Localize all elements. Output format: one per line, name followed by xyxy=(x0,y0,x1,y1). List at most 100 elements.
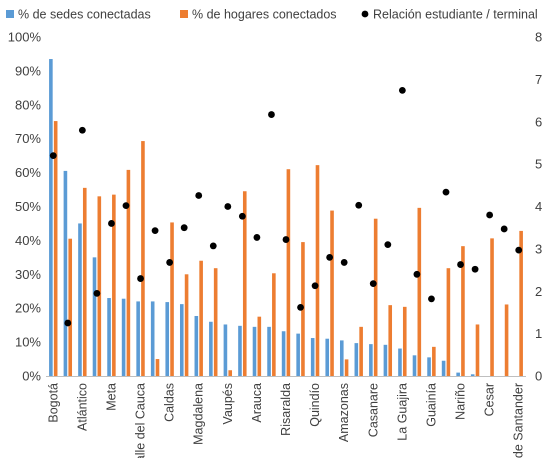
category-label: Cesar xyxy=(483,383,497,416)
ratio-point xyxy=(122,202,130,210)
ratio-point xyxy=(326,253,334,261)
hogares-bar xyxy=(97,196,102,376)
ratio-point xyxy=(384,241,392,249)
sedes-bar xyxy=(267,326,271,376)
sedes-bar xyxy=(136,301,140,376)
left-tick-label: 80% xyxy=(15,97,41,112)
ratio-point xyxy=(137,275,144,282)
sedes-bar xyxy=(107,298,111,376)
sedes-bar xyxy=(369,344,373,376)
ratio-point xyxy=(311,282,319,290)
hogares-bar xyxy=(82,187,87,376)
left-tick-label: 90% xyxy=(15,63,41,78)
hogares-bar xyxy=(490,238,494,376)
hogares-bar xyxy=(344,359,349,376)
left-tick-label: 50% xyxy=(15,199,41,214)
legend-swatch xyxy=(180,10,188,18)
ratio-point xyxy=(515,246,523,254)
legend-item: % de hogares conectados xyxy=(180,8,337,22)
left-tick-label: 100% xyxy=(8,30,42,45)
right-tick-label: 5 xyxy=(535,157,542,172)
hogares-bar xyxy=(112,194,116,376)
hogares-bar xyxy=(155,359,160,376)
ratio-point xyxy=(268,111,275,118)
ratio-point xyxy=(151,227,159,235)
hogares-bar xyxy=(242,191,247,376)
legend-item: % de sedes conectadas xyxy=(6,8,151,22)
sedes-bar xyxy=(209,321,213,376)
category-label: Quindío xyxy=(308,383,322,427)
right-axis: 0 1 2 3 4 5 6 7 8 xyxy=(535,30,542,384)
sedes-bar xyxy=(412,355,417,376)
right-tick-label: 2 xyxy=(535,284,542,299)
sedes-bar xyxy=(383,344,388,376)
ratio-point xyxy=(442,188,450,196)
hogares-bars xyxy=(53,121,523,377)
hogares-bar xyxy=(432,346,436,376)
category-label: Arauca xyxy=(250,383,264,423)
hogares-bar xyxy=(228,370,233,376)
sedes-bar xyxy=(296,333,300,376)
sedes-bar xyxy=(281,331,286,376)
ratio-point xyxy=(340,259,348,266)
category-label: Nariño xyxy=(454,383,468,420)
category-label: Atlántico xyxy=(75,383,89,431)
right-tick-label: 3 xyxy=(535,241,542,256)
left-tick-label: 10% xyxy=(15,335,41,350)
ratio-point xyxy=(93,289,101,297)
ratio-point xyxy=(253,234,261,241)
sedes-bar xyxy=(179,304,184,376)
hogares-bar xyxy=(53,121,58,377)
left-tick-label: 20% xyxy=(15,301,41,316)
left-tick-label: 0% xyxy=(22,369,41,384)
ratio-point xyxy=(486,211,494,219)
category-label: Magdalena xyxy=(192,383,206,445)
ratio-point xyxy=(428,295,435,303)
sedes-bar xyxy=(223,324,228,376)
left-axis: 0% 10% 20% 30% 40% 50% 60% 70% 80% 90% 100% xyxy=(8,30,42,384)
sedes-bar xyxy=(238,325,242,376)
left-tick-label: 40% xyxy=(15,233,41,248)
hogares-bar xyxy=(184,274,189,376)
right-tick-label: 6 xyxy=(535,114,542,129)
sedes-bar xyxy=(325,338,330,376)
sedes-bar xyxy=(398,348,402,376)
sedes-bar xyxy=(427,357,431,376)
ratio-point xyxy=(369,280,377,288)
sedes-bar xyxy=(49,59,53,376)
left-tick-label: 70% xyxy=(15,131,41,146)
sedes-bar xyxy=(63,170,68,376)
hogares-bar xyxy=(141,141,145,376)
sedes-bar xyxy=(150,301,155,376)
category-label: La Guajira xyxy=(395,383,409,441)
ratio-point xyxy=(282,236,290,243)
ratio-point xyxy=(500,225,508,233)
hogares-bar xyxy=(199,260,203,376)
hogares-bar xyxy=(373,218,378,376)
sedes-bar xyxy=(165,302,170,376)
ratio-point xyxy=(166,259,174,266)
ratio-point xyxy=(398,86,406,94)
sedes-bar xyxy=(252,326,257,376)
legend: % de sedes conectadas % de hogares conect… xyxy=(6,8,538,22)
left-tick-label: 60% xyxy=(15,165,41,180)
hogares-bar xyxy=(286,169,291,376)
hogares-bar xyxy=(330,210,334,376)
hogares-bar xyxy=(519,230,523,376)
sedes-bar xyxy=(310,338,315,376)
ratio-point xyxy=(180,224,188,232)
legend-label: % de sedes conectadas xyxy=(18,8,151,22)
hogares-bar xyxy=(461,246,465,376)
hogares-bar xyxy=(170,222,174,376)
ratio-point xyxy=(297,303,304,311)
hogares-bar xyxy=(359,326,363,376)
hogares-bar xyxy=(272,273,276,376)
left-tick-label: 30% xyxy=(15,267,41,282)
x-axis: Bogotá Atlántico Meta Valle del Cauca Caldas… xyxy=(46,376,526,458)
category-label: Casanare xyxy=(366,383,380,437)
ratio-point xyxy=(238,212,246,220)
hogares-bar xyxy=(388,305,393,376)
category-label: Risaralda xyxy=(279,383,293,436)
sedes-bar xyxy=(121,298,126,376)
